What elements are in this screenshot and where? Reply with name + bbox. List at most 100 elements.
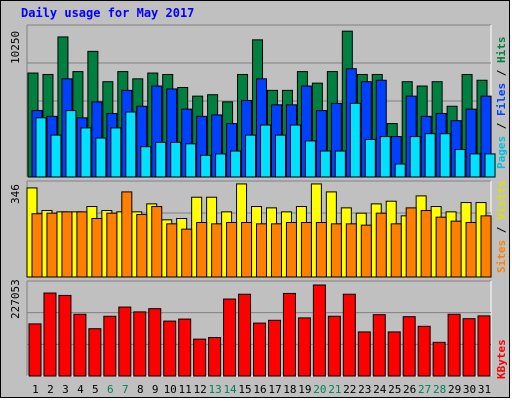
bar-sites-day-5 xyxy=(91,218,103,278)
bar-pages-day-25 xyxy=(394,163,406,178)
bar-sites-day-21 xyxy=(330,223,342,278)
bar-pages-day-6 xyxy=(110,127,122,178)
bar-kbytes-day-23 xyxy=(357,331,371,377)
bar-pages-day-28 xyxy=(439,133,451,178)
bar-pages-day-9 xyxy=(155,141,167,178)
bar-kbytes-day-22 xyxy=(342,293,356,377)
x-tick-label: 7 xyxy=(122,383,129,396)
bar-sites-day-29 xyxy=(450,220,462,278)
bar-kbytes-day-14 xyxy=(223,298,237,377)
x-tick-label: 16 xyxy=(253,383,266,396)
bar-pages-day-29 xyxy=(454,149,466,178)
bar-pages-day-7 xyxy=(125,111,137,178)
bar-sites-day-3 xyxy=(61,211,73,278)
bar-kbytes-day-4 xyxy=(73,313,87,377)
x-tick-label: 8 xyxy=(137,383,144,396)
bar-pages-day-15 xyxy=(245,134,257,178)
bar-kbytes-day-8 xyxy=(133,311,147,377)
bar-sites-day-25 xyxy=(390,223,402,278)
legend-visits: Visits xyxy=(495,180,508,220)
bar-pages-day-3 xyxy=(65,110,77,178)
legend-hits: Hits xyxy=(495,37,508,64)
bar-kbytes-day-9 xyxy=(148,308,162,377)
bar-kbytes-day-20 xyxy=(312,284,326,377)
x-tick-label: 13 xyxy=(208,383,221,396)
bar-kbytes-day-15 xyxy=(238,293,252,377)
bar-kbytes-day-30 xyxy=(462,318,476,377)
y-max-label-visits: 346 xyxy=(9,184,22,204)
y-max-label-kbytes: 227053 xyxy=(9,279,22,319)
bar-pages-day-21 xyxy=(334,150,346,178)
bar-kbytes-day-7 xyxy=(118,306,132,377)
bar-kbytes-day-24 xyxy=(372,314,386,377)
bar-sites-day-11 xyxy=(181,228,193,278)
bar-pages-day-10 xyxy=(170,141,182,178)
x-tick-label: 11 xyxy=(179,383,192,396)
x-tick-label: 21 xyxy=(328,383,341,396)
x-tick-label: 24 xyxy=(373,383,387,396)
bar-pages-day-23 xyxy=(364,138,376,178)
bar-sites-day-24 xyxy=(375,212,387,278)
bar-pages-day-5 xyxy=(95,137,107,178)
bar-sites-day-16 xyxy=(256,223,268,278)
bar-sites-day-23 xyxy=(360,224,372,278)
bar-sites-day-2 xyxy=(46,212,58,278)
bar-kbytes-day-21 xyxy=(327,315,341,377)
x-tick-label: 25 xyxy=(388,383,401,396)
x-tick-label: 18 xyxy=(283,383,296,396)
legend-sep-3: / xyxy=(495,226,508,233)
bar-kbytes-day-29 xyxy=(447,313,461,377)
visits-sites-panel xyxy=(26,180,492,278)
hits-files-pages-panel xyxy=(26,24,496,178)
bar-sites-day-7 xyxy=(121,191,133,278)
bar-sites-day-1 xyxy=(31,213,43,278)
chart-title: Daily usage for May 2017 xyxy=(21,6,194,20)
legend-sep-2: / xyxy=(495,69,508,76)
x-tick-label: 20 xyxy=(313,383,326,396)
bar-kbytes-day-17 xyxy=(267,319,281,377)
bar-pages-day-8 xyxy=(140,146,152,178)
legend-kbytes: KBytes xyxy=(495,339,508,379)
y-max-label-hits: 10250 xyxy=(9,31,22,64)
bar-pages-day-18 xyxy=(289,124,301,178)
bar-sites-day-12 xyxy=(196,221,208,278)
bar-pages-day-19 xyxy=(304,140,316,178)
x-tick-label: 22 xyxy=(343,383,356,396)
bar-pages-day-31 xyxy=(484,153,496,178)
bar-kbytes-day-19 xyxy=(297,317,311,377)
bar-pages-day-2 xyxy=(50,134,62,178)
bar-kbytes-day-13 xyxy=(208,337,222,377)
bar-pages-day-17 xyxy=(274,134,286,178)
x-tick-label: 27 xyxy=(418,383,431,396)
bar-kbytes-day-18 xyxy=(282,292,296,377)
bar-sites-day-13 xyxy=(211,223,223,278)
bar-sites-day-19 xyxy=(300,221,312,278)
bar-pages-day-20 xyxy=(319,150,331,178)
bar-sites-day-27 xyxy=(420,210,432,278)
x-tick-label: 31 xyxy=(478,383,491,396)
x-tick-label: 6 xyxy=(107,383,114,396)
bar-kbytes-day-2 xyxy=(43,292,57,377)
bar-sites-day-14 xyxy=(226,221,238,278)
legend-files: Files xyxy=(495,83,508,116)
bar-kbytes-day-26 xyxy=(402,316,416,377)
bar-sites-day-8 xyxy=(136,214,148,278)
bar-sites-day-17 xyxy=(270,223,282,278)
x-axis-day-labels: 1 2 3 4 5 6 7 8 9 10 11 12 13 14 15 16 17 18 19 20 21 22 23 24 2… xyxy=(32,383,491,396)
bar-kbytes-day-28 xyxy=(432,341,446,377)
bar-pages-day-16 xyxy=(260,124,272,178)
x-tick-label: 17 xyxy=(268,383,281,396)
bar-pages-day-11 xyxy=(185,143,197,178)
bar-kbytes-day-31 xyxy=(477,315,491,377)
bar-pages-day-24 xyxy=(379,136,391,178)
x-tick-label: 5 xyxy=(92,383,99,396)
bar-sites-day-6 xyxy=(106,212,118,278)
bar-sites-day-28 xyxy=(435,216,447,278)
bar-sites-day-10 xyxy=(166,223,178,278)
bar-sites-day-20 xyxy=(315,221,327,278)
bar-pages-day-26 xyxy=(409,136,421,178)
bar-kbytes-day-3 xyxy=(58,294,72,377)
bar-kbytes-day-6 xyxy=(103,315,117,377)
legend-sites-visits: Sites / Visits xyxy=(495,180,508,273)
legend-pages: Pages xyxy=(495,136,508,169)
